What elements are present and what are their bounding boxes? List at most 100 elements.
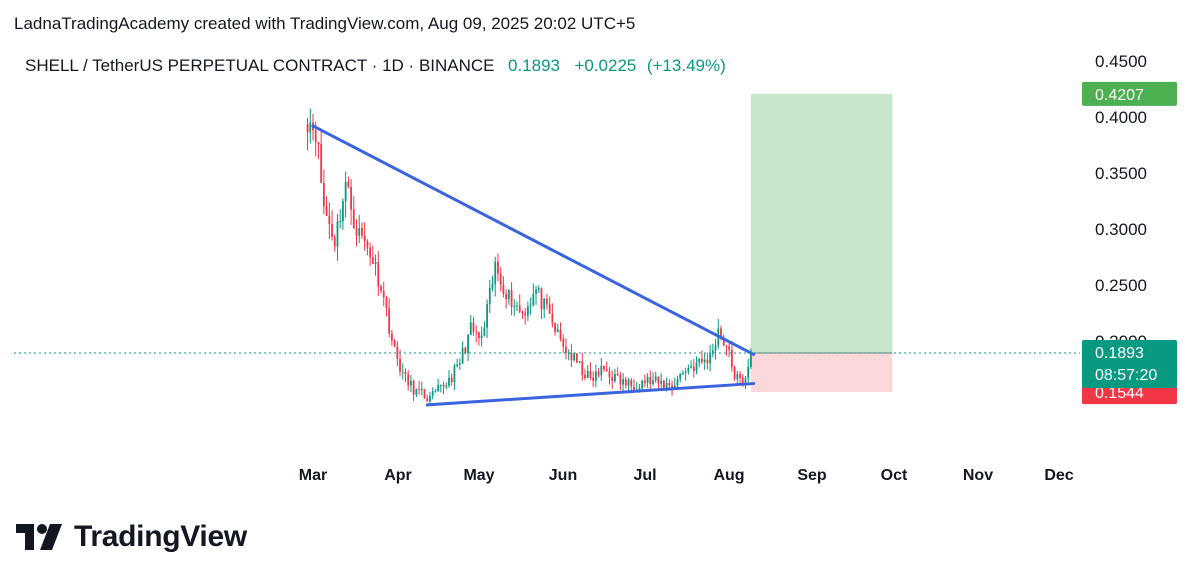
candle-body (309, 122, 312, 133)
candle-body (687, 368, 690, 372)
candle-body (328, 215, 331, 225)
candle-body (342, 201, 344, 222)
candle-body (491, 284, 494, 288)
candle-body (407, 374, 410, 386)
candle-body (401, 371, 404, 373)
candle-body (355, 227, 358, 236)
chart-attribution: LadnaTradingAcademy created with Trading… (14, 14, 636, 33)
candle-body (450, 377, 453, 383)
candle-body (559, 329, 562, 339)
candle-body (458, 363, 461, 365)
quote-last: 0.1893 (508, 56, 560, 75)
candle-body (320, 143, 323, 183)
candle-body (483, 327, 486, 336)
trendline-group (311, 124, 756, 407)
candle-body (638, 388, 641, 390)
candle-body (344, 181, 347, 202)
candle-body (339, 221, 342, 223)
candle-body (532, 293, 535, 306)
candle-body (488, 287, 491, 305)
candle-body (464, 347, 467, 354)
symbol-title: SHELL / TetherUS PERPETUAL CONTRACT · 1D… (25, 56, 495, 75)
candle-body (445, 385, 448, 387)
candle-body (556, 329, 559, 332)
candle-body (570, 352, 573, 361)
candle-body (505, 293, 508, 300)
candle-body (698, 358, 701, 363)
candle-body (692, 366, 695, 371)
candle-body (649, 376, 652, 384)
candle-body (682, 372, 684, 375)
tradingview-logo-icon (16, 524, 62, 550)
candle-body (513, 305, 516, 307)
candle-body (390, 333, 393, 341)
month-tick-label: Jul (633, 467, 656, 484)
candle-body (546, 298, 548, 305)
candle-body (363, 235, 366, 242)
candle-body (333, 236, 336, 247)
candle-body (709, 353, 712, 364)
candle-body (722, 337, 725, 346)
month-tick-label: Nov (963, 467, 993, 484)
month-tick-label: Aug (713, 467, 744, 484)
candle-body (426, 398, 429, 402)
candle-body (562, 338, 565, 347)
candle-body (589, 370, 592, 378)
time-axis: Mar Apr May Jun Jul Aug Sep Oct Nov Dec (299, 467, 1074, 484)
candle-body (706, 359, 709, 364)
candle-body (605, 369, 608, 372)
candle-body (325, 206, 328, 216)
month-tick-label: Oct (881, 467, 908, 484)
candle-body (420, 389, 423, 391)
candle-body (314, 130, 317, 143)
candle-body (584, 374, 586, 379)
candle-body (730, 349, 733, 367)
candle-body (385, 297, 388, 309)
position-zones (750, 93, 893, 393)
candle-body (701, 358, 703, 363)
candle-body (662, 380, 665, 389)
price-badges: 0.4207 0.1544 0.1893 08:57:20 (1082, 81, 1177, 405)
price-tick-label: 0.4500 (1095, 52, 1147, 71)
candle-body (467, 334, 469, 354)
candle-body (684, 371, 687, 373)
candle-body (540, 288, 543, 310)
candle-body (750, 352, 752, 367)
brand-name: TradingView (74, 520, 247, 553)
candle-body (472, 322, 475, 332)
candle-body (507, 290, 510, 300)
take-profit-badge-text: 0.4207 (1095, 87, 1144, 104)
candle-body (725, 345, 728, 347)
candle-body (456, 364, 459, 367)
candle-body (551, 313, 554, 324)
candle-body (469, 322, 472, 335)
candle-body (431, 391, 434, 396)
candle-body (660, 380, 663, 384)
candle-body (524, 313, 527, 316)
candle-body (622, 379, 624, 385)
price-tick-label: 0.3500 (1095, 164, 1147, 183)
candle-body (502, 284, 505, 294)
candle-body (608, 371, 611, 378)
month-tick-label: Mar (299, 467, 327, 484)
candle-body (526, 306, 529, 316)
take-profit-badge (1082, 81, 1177, 106)
candle-body (412, 380, 415, 395)
candle-body (382, 291, 385, 298)
candle-body (529, 305, 532, 307)
candle-body (586, 370, 589, 379)
candle-body (461, 347, 464, 364)
candle-body (380, 286, 382, 292)
candle-body (554, 323, 556, 332)
candle-body (575, 353, 578, 363)
candle-body (736, 373, 739, 380)
month-tick-label: Apr (384, 467, 412, 484)
candle-body (374, 262, 377, 264)
candle-body (510, 290, 513, 307)
candle-body (388, 308, 391, 334)
candle-body (518, 305, 521, 312)
candlestick-series (306, 108, 752, 406)
candle-body (614, 374, 616, 382)
candle-body (641, 380, 644, 389)
